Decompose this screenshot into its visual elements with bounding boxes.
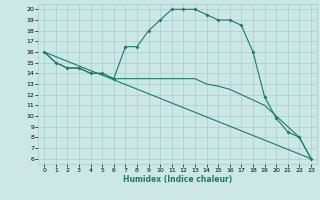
X-axis label: Humidex (Indice chaleur): Humidex (Indice chaleur): [123, 175, 232, 184]
